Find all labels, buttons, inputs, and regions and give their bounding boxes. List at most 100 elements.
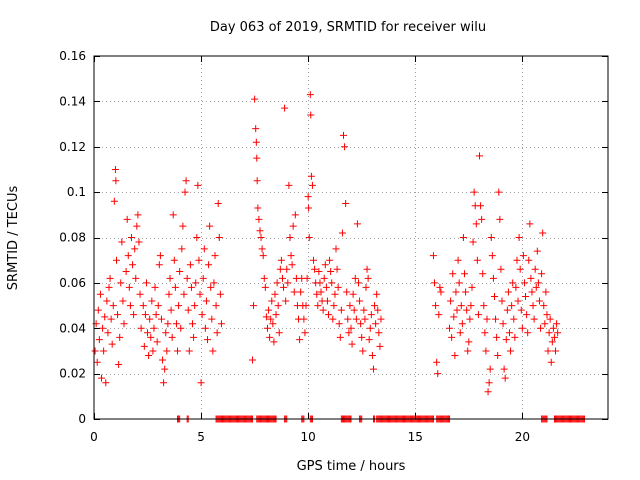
data-point [145, 351, 153, 359]
data-point [528, 288, 536, 296]
y-tick-label: 0.1 [67, 185, 86, 199]
data-point [541, 320, 549, 328]
y-tick-label: 0.06 [59, 276, 86, 290]
data-point [350, 306, 358, 314]
data-point [184, 306, 192, 314]
data-point [516, 265, 524, 273]
data-point [447, 297, 455, 305]
data-point [300, 315, 308, 323]
data-point [180, 290, 188, 298]
data-point [451, 351, 459, 359]
data-point [255, 215, 263, 223]
y-tick-label: 0 [78, 412, 86, 426]
data-point [258, 245, 266, 253]
data-point [458, 320, 466, 328]
data-point [352, 315, 360, 323]
data-point [492, 315, 500, 323]
data-point [337, 306, 345, 314]
data-point [433, 358, 441, 366]
data-point [144, 329, 152, 337]
data-point [271, 290, 279, 298]
data-point [250, 302, 258, 310]
data-point [172, 320, 180, 328]
data-point [552, 347, 560, 355]
data-point [314, 302, 322, 310]
data-point [290, 288, 298, 296]
data-point [510, 315, 518, 323]
data-point [362, 283, 370, 291]
y-tick-label: 0.14 [59, 94, 86, 108]
data-point [335, 320, 343, 328]
data-point [209, 347, 217, 355]
data-point [285, 181, 293, 189]
data-point [459, 234, 467, 241]
plot-frame [93, 55, 609, 420]
data-point [525, 256, 533, 264]
data-point [196, 290, 204, 298]
data-point [495, 188, 503, 196]
data-point [204, 336, 212, 344]
data-point [522, 292, 530, 300]
data-point [498, 297, 506, 305]
data-point [542, 288, 550, 296]
data-point [194, 181, 202, 189]
data-point [372, 320, 380, 328]
data-point [156, 252, 164, 260]
data-point [115, 361, 123, 369]
data-point [140, 342, 148, 350]
data-point [432, 302, 440, 310]
data-point [257, 234, 265, 241]
data-point [478, 215, 486, 223]
data-point [351, 274, 359, 282]
data-point [310, 256, 318, 264]
data-point [554, 329, 562, 337]
data-point [153, 338, 161, 346]
data-point [261, 283, 269, 291]
data-point [476, 152, 483, 160]
data-point [305, 204, 313, 212]
data-point [494, 351, 502, 359]
data-point [487, 234, 495, 241]
data-point [154, 302, 162, 310]
data-point [185, 347, 193, 355]
data-point [286, 234, 294, 241]
data-point [319, 306, 327, 314]
data-point [311, 265, 319, 273]
data-point [205, 261, 213, 269]
data-point [514, 297, 522, 305]
data-point [446, 324, 454, 332]
data-point [453, 306, 461, 314]
data-point [306, 91, 314, 99]
data-point [497, 265, 505, 273]
data-point [147, 333, 155, 341]
data-point [275, 329, 283, 337]
data-point [345, 329, 353, 337]
data-point [341, 143, 349, 151]
data-point [547, 358, 555, 366]
data-point [166, 274, 174, 282]
data-point [182, 177, 190, 185]
data-point [466, 315, 474, 323]
grid [94, 56, 608, 419]
data-point [112, 177, 120, 185]
data-point [357, 320, 365, 328]
data-point [146, 315, 154, 323]
data-point [515, 234, 523, 241]
data-point [315, 268, 323, 276]
data-point [91, 347, 99, 355]
data-point [191, 302, 199, 310]
data-point [273, 279, 281, 287]
data-point [480, 302, 488, 310]
data-point [529, 302, 537, 310]
data-point [215, 234, 223, 241]
x-tick-label: 20 [515, 430, 530, 444]
data-point [463, 306, 471, 314]
data-point [97, 374, 105, 382]
data-point [485, 379, 493, 387]
data-point [489, 274, 497, 282]
data-point [326, 256, 334, 264]
data-point [189, 320, 197, 328]
data-point [488, 252, 496, 260]
data-point [473, 256, 481, 264]
x-axis-label: GPS time / hours [297, 459, 406, 474]
